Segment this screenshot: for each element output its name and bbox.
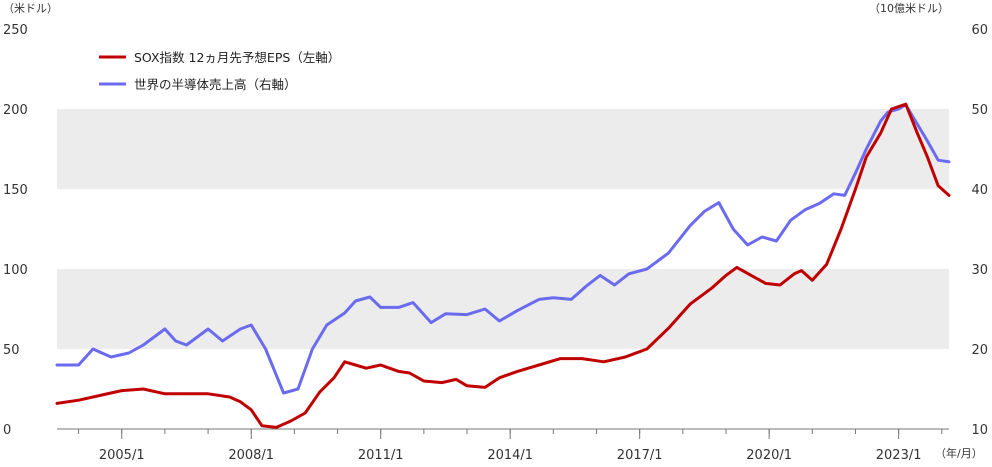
series-line-sales <box>55 103 951 395</box>
right-tick-label: 20 <box>971 343 988 358</box>
left-tick-label: 0 <box>3 423 11 438</box>
left-tick-label: 200 <box>3 103 28 118</box>
left-axis-unit: （米ドル） <box>3 2 58 15</box>
left-tick-label: 100 <box>3 263 28 278</box>
x-tick-label: 2020/1 <box>746 448 792 463</box>
grid-band-150-200 <box>57 109 949 189</box>
x-tick-label: 2011/1 <box>358 448 404 463</box>
right-axis-labels: 10 20 30 40 50 60 <box>971 23 988 438</box>
left-tick-label: 250 <box>3 23 28 38</box>
legend-label: 世界の半導体売上高（右軸） <box>134 77 297 92</box>
x-tick-label: 2005/1 <box>99 448 145 463</box>
x-axis-unit: （年/月） <box>935 446 983 460</box>
x-tick-label: 2023/1 <box>876 448 922 463</box>
right-tick-label: 50 <box>971 103 988 118</box>
legend: SOX指数 12ヵ月先予想EPS（左軸） 世界の半導体売上高（右軸） <box>99 50 340 92</box>
grid-band-50-100 <box>57 269 949 349</box>
left-axis-labels: 0 50 100 150 200 250 <box>3 23 28 438</box>
left-tick-label: 50 <box>3 343 20 358</box>
right-tick-label: 30 <box>971 263 988 278</box>
series-line-eps <box>55 102 951 429</box>
legend-label: SOX指数 12ヵ月先予想EPS（左軸） <box>134 50 340 65</box>
x-tick-label: 2008/1 <box>228 448 274 463</box>
right-tick-label: 10 <box>971 423 988 438</box>
left-tick-label: 150 <box>3 183 28 198</box>
x-tick-label: 2014/1 <box>487 448 533 463</box>
x-axis-labels: 2005/1 2008/1 2011/1 2014/1 2017/1 2020/1 2023… <box>99 448 922 463</box>
series-lines <box>55 102 951 429</box>
x-tick-label: 2017/1 <box>617 448 663 463</box>
grid-bands <box>57 109 949 349</box>
right-axis-unit: （10億米ドル） <box>869 2 949 15</box>
right-tick-label: 40 <box>971 183 988 198</box>
x-axis-ticks <box>78 429 943 439</box>
right-tick-label: 60 <box>971 23 988 38</box>
